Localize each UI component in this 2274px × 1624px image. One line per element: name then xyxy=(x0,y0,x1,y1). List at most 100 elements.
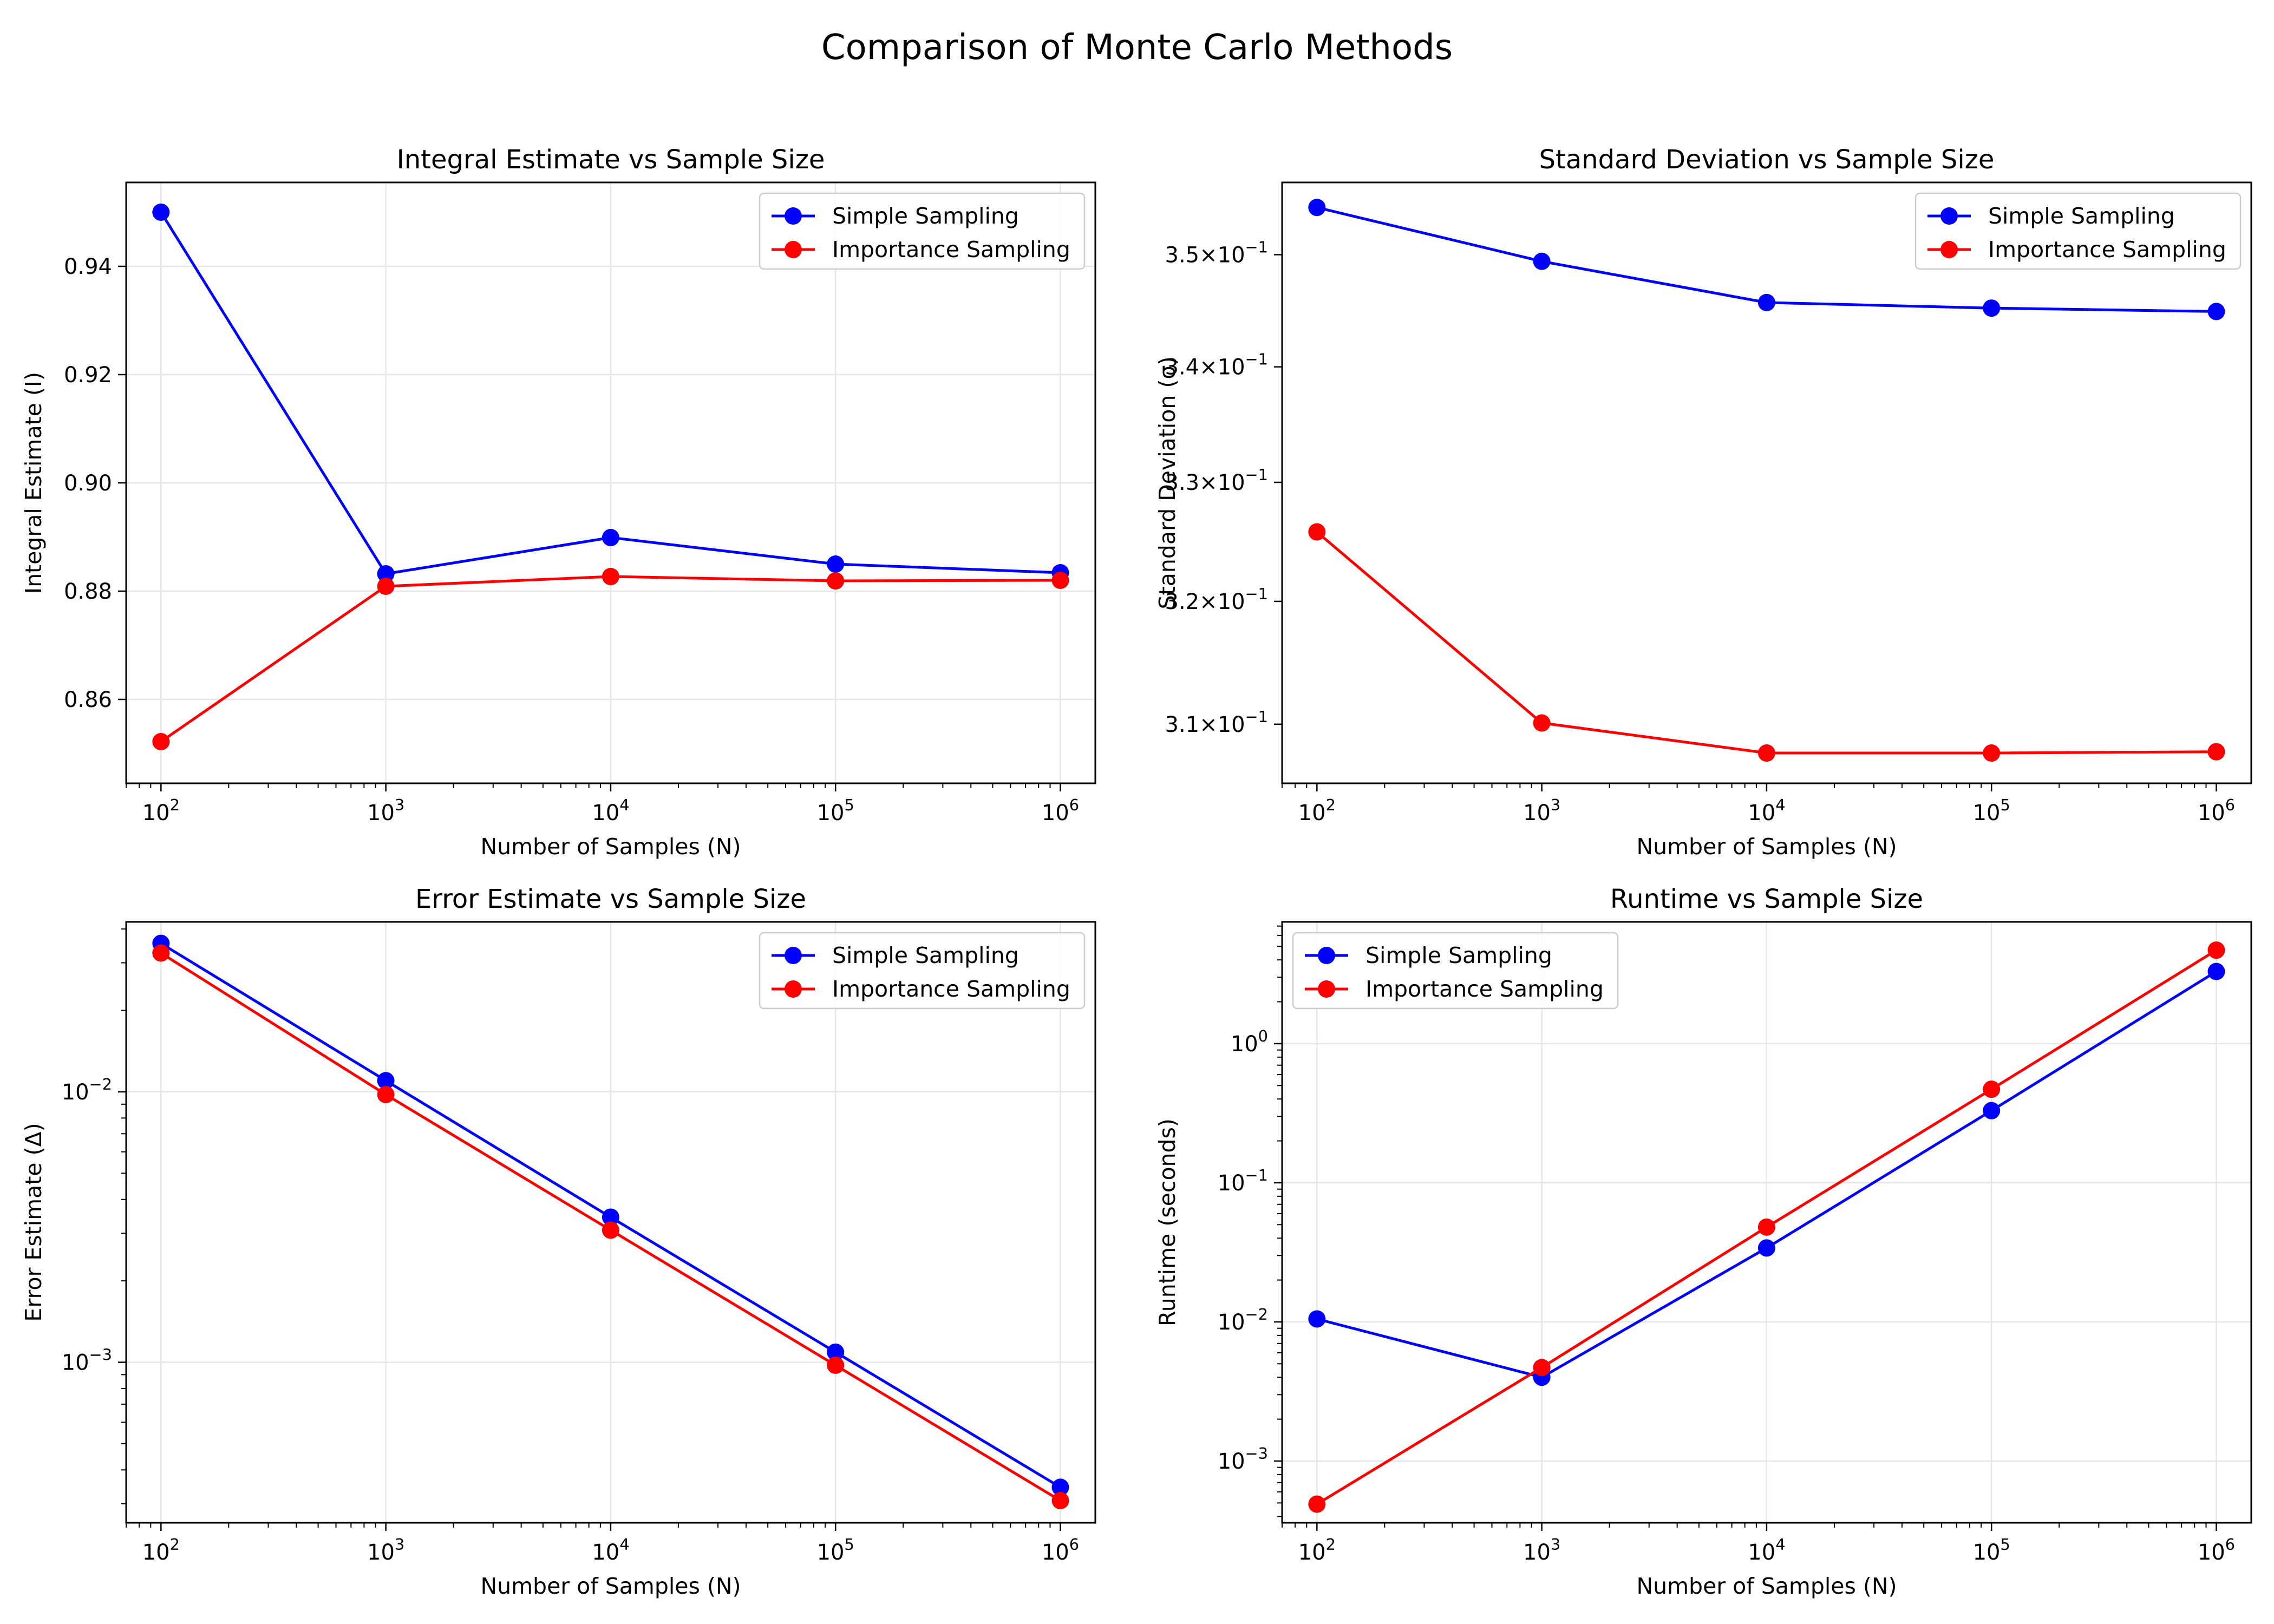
data-point xyxy=(827,1357,845,1374)
legend: Simple Sampling Importance Sampling xyxy=(1914,192,2242,270)
legend-marker xyxy=(1318,980,1335,998)
subplot-title: Standard Deviation vs Sample Size xyxy=(1539,145,1995,175)
y-axis-label: Error Estimate (Δ) xyxy=(21,1123,47,1321)
y-tick-label: 10−2 xyxy=(62,1075,112,1105)
legend-label: Simple Sampling xyxy=(1365,942,1552,968)
legend-box xyxy=(1914,192,2242,270)
data-point xyxy=(152,733,170,750)
x-axis-label: Number of Samples (N) xyxy=(480,834,741,860)
y-tick-label: 3.4×10−1 xyxy=(1165,350,1269,380)
x-axis-label: Number of Samples (N) xyxy=(1636,834,1897,860)
x-tick-label: 104 xyxy=(1748,796,1785,826)
y-tick-label: 3.2×10−1 xyxy=(1165,585,1269,614)
subplot-2: 102 103 104 105 106 3.1×10−1 3.2×10−1 3.3×10−1 3… xyxy=(1154,145,2252,860)
data-point xyxy=(1757,1239,1775,1257)
x-tick-label: 105 xyxy=(1973,796,2010,826)
y-tick-label: 0.90 xyxy=(64,471,112,496)
data-point xyxy=(377,1072,395,1090)
x-tick-label: 103 xyxy=(367,796,404,826)
subplot-3: 102 103 104 105 106 10−3 10−2 Error Estimate vs… xyxy=(21,884,1096,1599)
y-axis-label: Standard Deviation (σ) xyxy=(1154,357,1180,610)
data-point xyxy=(602,529,619,546)
y-tick-label: 3.5×10−1 xyxy=(1165,238,1269,268)
legend-marker xyxy=(785,207,802,225)
data-point xyxy=(1757,744,1775,762)
legend-box xyxy=(1292,932,1619,1010)
data-point xyxy=(377,578,395,595)
subplot-title: Error Estimate vs Sample Size xyxy=(415,884,806,914)
x-tick-label: 106 xyxy=(2198,1535,2235,1565)
data-point xyxy=(827,1343,845,1361)
data-point xyxy=(1308,523,1326,541)
data-point xyxy=(1983,299,2001,317)
legend-label: Importance Sampling xyxy=(832,237,1070,263)
x-axis-label: Number of Samples (N) xyxy=(480,1573,741,1599)
legend-box xyxy=(759,932,1086,1010)
x-tick-label: 103 xyxy=(367,1535,404,1565)
x-tick-label: 104 xyxy=(592,796,629,826)
legend-marker xyxy=(1318,947,1335,964)
legend: Simple Sampling Importance Sampling xyxy=(1292,932,1619,1010)
data-point xyxy=(1983,744,2001,762)
x-tick-label: 102 xyxy=(1298,1535,1336,1565)
x-tick-label: 102 xyxy=(1298,796,1336,826)
legend-label: Simple Sampling xyxy=(1988,203,2175,229)
axes-frame xyxy=(1281,181,2252,784)
y-tick-label: 10−3 xyxy=(1218,1444,1268,1474)
legend-box xyxy=(759,192,1086,270)
x-tick-label: 105 xyxy=(1973,1535,2010,1565)
data-point xyxy=(1051,1478,1069,1496)
data-point xyxy=(1757,1218,1775,1236)
legend-marker xyxy=(785,241,802,258)
subplot-1: 102 103 104 105 106 0.86 0.88 0.90 0.92 0.94 Integ… xyxy=(21,145,1096,860)
data-point xyxy=(602,568,619,585)
legend-label: Importance Sampling xyxy=(832,976,1070,1002)
x-tick-label: 106 xyxy=(2198,796,2235,826)
y-tick-label: 3.1×10−1 xyxy=(1165,708,1269,737)
axes-frame xyxy=(125,921,1096,1524)
data-point xyxy=(602,1221,619,1239)
data-point xyxy=(827,572,845,590)
data-point xyxy=(1533,252,1551,270)
y-tick-label: 0.92 xyxy=(64,363,112,388)
legend: Simple Sampling Importance Sampling xyxy=(759,932,1086,1010)
data-point xyxy=(1757,293,1775,311)
data-point xyxy=(1533,714,1551,732)
x-tick-label: 106 xyxy=(1042,796,1079,826)
data-point xyxy=(2207,962,2225,980)
data-point xyxy=(152,944,170,962)
subplot-4: 102 103 104 105 106 10−3 10−2 10−1 100 Runtime vs… xyxy=(1154,884,2252,1599)
y-tick-label: 10−2 xyxy=(1218,1305,1268,1335)
x-tick-label: 103 xyxy=(1523,796,1560,826)
y-tick-label: 0.86 xyxy=(64,687,112,712)
x-tick-label: 106 xyxy=(1042,1535,1079,1565)
legend: Simple Sampling Importance Sampling xyxy=(759,192,1086,270)
data-point xyxy=(2207,941,2225,959)
legend-marker xyxy=(785,947,802,964)
data-point xyxy=(1308,1495,1326,1513)
x-tick-label: 105 xyxy=(817,796,854,826)
x-axis-label: Number of Samples (N) xyxy=(1636,1573,1897,1599)
y-axis-label: Runtime (seconds) xyxy=(1154,1118,1180,1326)
legend-label: Simple Sampling xyxy=(832,203,1019,229)
data-point xyxy=(2207,303,2225,320)
x-tick-label: 102 xyxy=(142,796,180,826)
x-tick-label: 104 xyxy=(592,1535,629,1565)
legend-label: Importance Sampling xyxy=(1365,976,1604,1002)
legend-marker xyxy=(1940,241,1958,258)
y-tick-label: 100 xyxy=(1231,1027,1268,1057)
y-axis-label: Integral Estimate (I) xyxy=(21,372,47,594)
data-point xyxy=(1983,1102,2001,1119)
subplot-title: Integral Estimate vs Sample Size xyxy=(397,145,825,175)
x-tick-label: 105 xyxy=(817,1535,854,1565)
axes-frame xyxy=(1281,921,2252,1524)
y-tick-label: 10−1 xyxy=(1218,1166,1268,1196)
x-tick-label: 102 xyxy=(142,1535,180,1565)
data-point xyxy=(1308,199,1326,217)
data-point xyxy=(602,1208,619,1226)
legend-label: Simple Sampling xyxy=(832,942,1019,968)
data-point xyxy=(1051,572,1069,589)
data-point xyxy=(1533,1359,1551,1377)
y-tick-label: 0.88 xyxy=(64,579,112,604)
data-point xyxy=(377,565,395,582)
